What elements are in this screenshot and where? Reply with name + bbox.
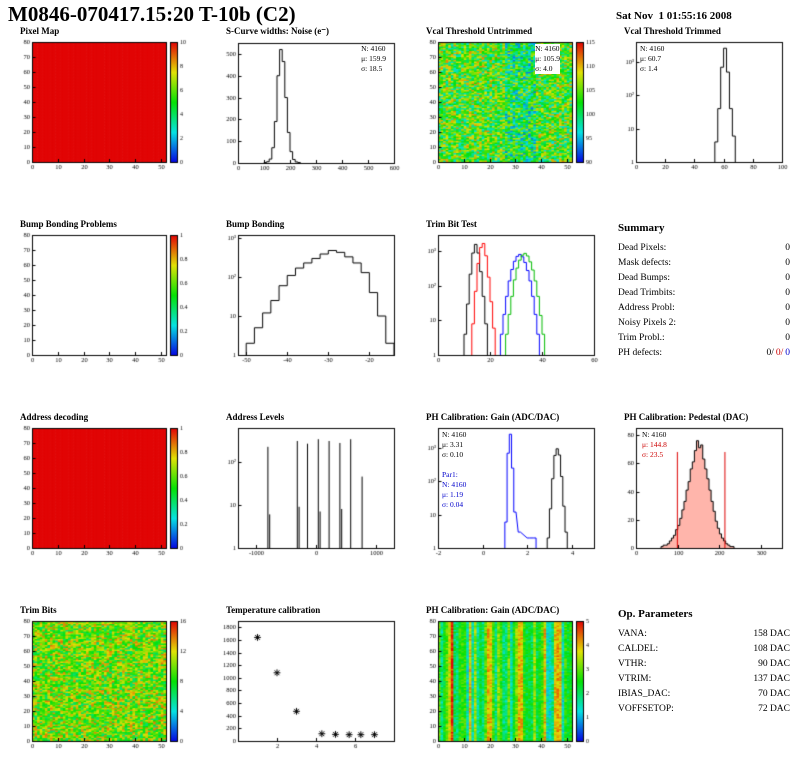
plot-title: Vcal Threshold Trimmed [624,26,721,36]
summary-row: Dead Pixels: 0 [618,243,790,253]
panel-pixel-map: Pixel Map [6,26,196,177]
stats-box: N: 4160 μ: 60.7 σ: 1.4 [640,44,665,74]
op-parameter-row: CALDEL: 108 DAC [618,644,790,654]
trim-bit-test-plot [412,230,602,370]
panel-scurve-noise: S-Curve widths: Noise (e⁻) N: 4160 μ: 15… [212,26,402,178]
page-title: M0846-070417.15:20 T-10b (C2) [8,2,296,26]
panel-ph-pedestal: PH Calibration: Pedestal (DAC) N: 4160 μ… [610,412,790,563]
ph-defects-blue: 0 [785,348,790,358]
ph-pedestal-plot [610,423,790,563]
ph-defects-black: 0/ [766,348,774,358]
summary-row: Address Probl: 0 [618,303,790,313]
stats-box: N: 4160 μ: 144.8 σ: 23.5 [642,430,667,460]
summary-panel: Summary Dead Pixels: 0 Mask defects: 0 Dea… [618,222,790,363]
summary-row-ph-defects: PH defects: 0/0/0 [618,348,790,358]
plot-title: Trim Bit Test [426,219,477,229]
panel-bump-bonding-problems: Bump Bonding Problems [6,219,196,370]
timestamp: Sat Nov 1 01:55:16 2008 [616,10,732,22]
summary-row: Dead Trimbits: 0 [618,288,790,298]
panel-address-levels: Address Levels [212,412,402,563]
op-parameters-panel: Op. Parameters VANA: 158 DAC CALDEL: 108 D… [618,608,790,719]
trim-bits-plot [6,616,196,756]
plot-title: PH Calibration: Pedestal (DAC) [624,412,749,422]
panel-vcal-untrimmed: Vcal Threshold Untrimmed N: 4160 μ: 105.… [412,26,602,177]
op-parameter-row: IBIAS_DAC: 70 DAC [618,689,790,699]
plot-title: Bump Bonding Problems [20,219,117,229]
stats-box: N: 4160 μ: 105.9 σ: 4.0 [535,44,560,75]
panel-ph-gain-map: PH Calibration: Gain (ADC/DAC) [412,605,602,756]
panel-ph-gain-hist: PH Calibration: Gain (ADC/DAC) N: 4160 μ… [412,412,602,563]
stats-box-par1: Par1: N: 4160 μ: 1.19 σ: 0.04 [442,470,467,510]
plot-title: Bump Bonding [226,219,285,229]
plot-title: Address decoding [20,412,89,422]
plot-title: PH Calibration: Gain (ADC/DAC) [426,605,560,615]
stats-box: N: 4160 μ: 3.31 σ: 0.10 [442,430,467,460]
op-parameter-row: VANA: 158 DAC [618,629,790,639]
bump-bonding-plot [212,230,402,370]
vcal-untrimmed-plot [412,37,602,177]
temperature-calibration-plot [212,616,402,756]
summary-row: Dead Bumps: 0 [618,273,790,283]
summary-row: Noisy Pixels 2: 0 [618,318,790,328]
op-parameter-row: VTHR: 90 DAC [618,659,790,669]
op-parameter-row: VOFFSETOP: 72 DAC [618,704,790,714]
plot-title: S-Curve widths: Noise (e⁻) [226,26,329,36]
summary-row: Trim Probl.: 0 [618,333,790,343]
summary-title: Summary [618,222,665,234]
vcal-trimmed-plot [610,37,790,177]
address-levels-plot [212,423,402,563]
panel-address-decoding: Address decoding [6,412,196,563]
plot-title: Pixel Map [20,26,60,36]
panel-temperature-calibration: Temperature calibration [212,605,402,756]
ph-gain-hist-plot [412,423,602,563]
panel-bump-bonding: Bump Bonding [212,219,402,370]
plot-title: Temperature calibration [226,605,321,615]
summary-row: Mask defects: 0 [618,258,790,268]
panel-vcal-trimmed: Vcal Threshold Trimmed N: 4160 μ: 60.7 σ… [610,26,790,177]
panel-trim-bits: Trim Bits [6,605,196,756]
panel-trim-bit-test: Trim Bit Test [412,219,602,370]
op-parameters-title: Op. Parameters [618,608,693,620]
ph-defects-red: 0/ [775,348,784,358]
ph-gain-map-plot [412,616,602,756]
plot-title: PH Calibration: Gain (ADC/DAC) [426,412,560,422]
plot-title: Address Levels [226,412,285,422]
plot-title: Trim Bits [20,605,57,615]
address-decoding-plot [6,423,196,563]
op-parameter-row: VTRIM: 137 DAC [618,674,790,684]
scurve-noise-plot [212,38,402,178]
bump-bonding-problems-plot [6,230,196,370]
pixel-map-plot [6,37,196,177]
plot-title: Vcal Threshold Untrimmed [426,26,533,36]
stats-box: N: 4160 μ: 159.9 σ: 18.5 [361,44,386,74]
